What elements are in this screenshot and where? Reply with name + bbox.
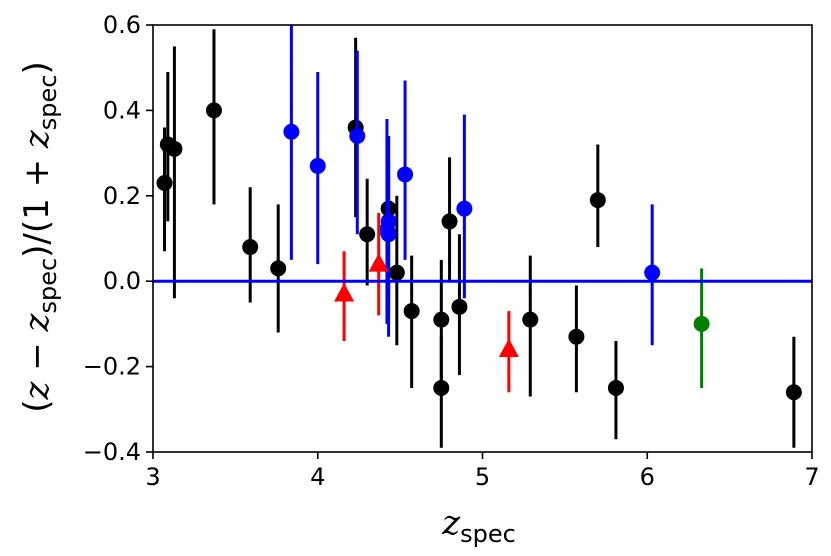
data-point <box>644 264 661 281</box>
x-tick-label: 4 <box>310 463 325 491</box>
data-point <box>441 213 458 230</box>
y-axis-label-z3: z <box>17 129 57 149</box>
data-point <box>309 157 326 174</box>
y-tick-label: 0.6 <box>103 11 141 39</box>
data-point <box>270 260 287 277</box>
data-point <box>397 166 414 183</box>
series-layer <box>153 25 812 448</box>
data-point <box>388 264 405 281</box>
x-axis-label: zspec <box>441 503 516 548</box>
x-tick-label: 5 <box>475 463 490 491</box>
axes-border <box>152 24 813 453</box>
plot-area: 3 4 5 6 7 −0.4 −0.2 0.0 0.2 0.4 0.6 <box>83 11 820 491</box>
data-point <box>380 226 397 243</box>
axes-frame <box>152 24 813 453</box>
data-point <box>456 200 473 217</box>
y-axis-label: (z − zspec)/(1 + zspec) <box>17 61 62 413</box>
y-axis-label-minus: − <box>17 331 57 381</box>
y-axis-label-close: ) <box>17 61 57 74</box>
x-tick-label: 3 <box>145 463 160 491</box>
y-tick-label: 0.4 <box>103 96 141 124</box>
y-axis-label-mid: )/(1 + <box>17 148 57 258</box>
y-axis-label-open: ( <box>17 400 57 413</box>
y-tick-label: 0.2 <box>103 182 141 210</box>
y-ticks: −0.4 −0.2 0.0 0.2 0.4 0.6 <box>83 11 153 466</box>
y-tick-label: 0.0 <box>103 267 141 295</box>
data-point <box>283 123 300 140</box>
data-point <box>166 140 183 157</box>
data-point <box>156 174 173 191</box>
series-1 <box>283 25 661 346</box>
data-point-triangle <box>368 253 389 272</box>
series-2 <box>334 212 519 393</box>
x-tick-label: 7 <box>804 463 819 491</box>
data-point <box>349 128 366 145</box>
data-point <box>359 226 376 243</box>
y-axis-label-z2: z <box>17 312 57 332</box>
x-ticks: 3 4 5 6 7 <box>145 452 820 491</box>
y-axis-label-sub2: spec <box>34 74 62 130</box>
data-point <box>205 102 222 119</box>
data-point <box>589 192 606 209</box>
data-point <box>607 379 624 396</box>
x-axis-label-sub: spec <box>460 520 516 548</box>
data-point <box>451 298 468 315</box>
data-point-triangle <box>334 283 355 302</box>
y-axis-label-z1: z <box>17 381 57 401</box>
series-0 <box>156 29 802 448</box>
series-3 <box>693 268 710 388</box>
data-point <box>785 384 802 401</box>
data-point <box>433 311 450 328</box>
y-tick-label: −0.2 <box>83 353 141 381</box>
y-tick-label: −0.4 <box>83 438 141 466</box>
data-point <box>693 315 710 332</box>
x-tick-label: 6 <box>640 463 655 491</box>
data-point <box>568 328 585 345</box>
data-point <box>433 379 450 396</box>
data-point <box>522 311 539 328</box>
y-axis-label-sub1: spec <box>34 258 62 314</box>
data-point <box>242 239 259 256</box>
data-point <box>403 303 420 320</box>
x-axis-label-main: z <box>441 503 461 543</box>
data-point-triangle <box>498 338 519 358</box>
